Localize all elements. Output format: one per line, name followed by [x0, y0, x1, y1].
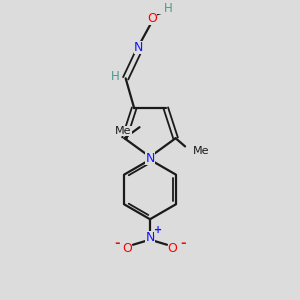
Text: O: O: [147, 12, 157, 25]
Text: N: N: [145, 152, 155, 165]
Text: N: N: [134, 40, 143, 54]
Text: -: -: [180, 237, 186, 250]
Text: -: -: [114, 237, 120, 250]
Text: H: H: [164, 2, 172, 15]
Text: O: O: [168, 242, 178, 255]
Text: H: H: [110, 70, 119, 83]
Text: +: +: [154, 225, 162, 235]
Text: N: N: [145, 231, 155, 244]
Text: O: O: [122, 242, 132, 255]
Text: Me: Me: [115, 127, 132, 136]
Text: Me: Me: [193, 146, 209, 156]
